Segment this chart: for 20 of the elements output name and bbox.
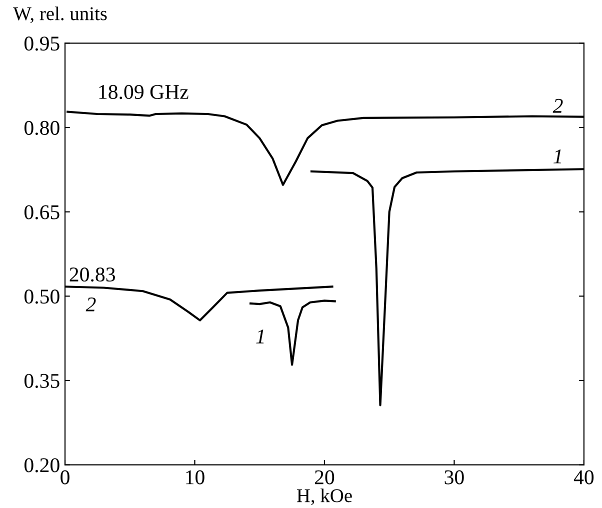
x-tick-label: 0 <box>60 470 70 484</box>
annotation: 1 <box>256 330 264 344</box>
annotation: 2 <box>552 98 563 113</box>
x-tick-label: 30 <box>444 470 464 484</box>
x-tick-label: 20 <box>314 470 334 484</box>
y-tick-label: 0.35 <box>24 374 60 388</box>
annotation: 1 <box>554 150 561 164</box>
y-tick-label: 0.80 <box>24 120 60 136</box>
y-tick-label: 0.20 <box>24 458 60 472</box>
y-tick-label: 0.65 <box>24 205 60 220</box>
y-tick-label: 0.50 <box>24 290 60 304</box>
annotation: 18.09 GHz <box>99 84 188 100</box>
y-axis-title: W, rel. units <box>13 6 107 24</box>
line-series <box>249 300 336 366</box>
x-tick-label: 40 <box>574 470 594 484</box>
annotation: 20.83 <box>70 268 115 282</box>
y-tick-label: 0.95 <box>24 36 60 51</box>
annotation: 2 <box>86 298 96 312</box>
x-axis-title: H, kOe <box>296 488 352 506</box>
x-tick-label: 10 <box>186 470 204 484</box>
